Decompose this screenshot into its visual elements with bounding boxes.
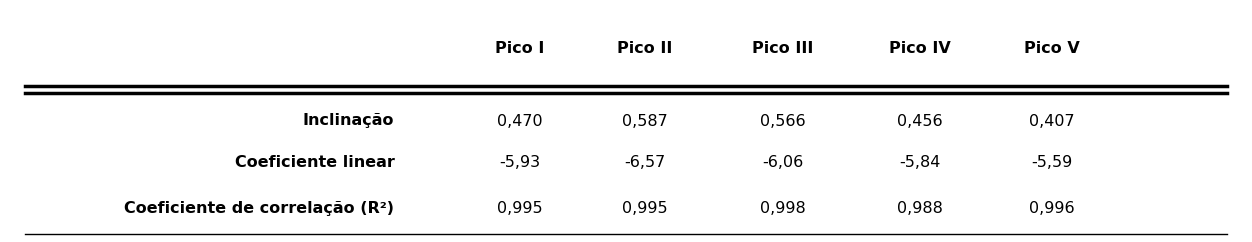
Text: 0,988: 0,988 xyxy=(898,201,943,216)
Text: 0,587: 0,587 xyxy=(622,113,667,129)
Text: 0,995: 0,995 xyxy=(497,201,542,216)
Text: 0,566: 0,566 xyxy=(760,113,805,129)
Text: Inclinação: Inclinação xyxy=(303,113,394,129)
Text: -6,57: -6,57 xyxy=(625,155,665,170)
Text: -5,59: -5,59 xyxy=(1032,155,1072,170)
Text: -6,06: -6,06 xyxy=(762,155,803,170)
Text: Pico IV: Pico IV xyxy=(889,41,952,56)
Text: 0,456: 0,456 xyxy=(898,113,943,129)
Text: -5,84: -5,84 xyxy=(899,155,942,170)
Text: Coeficiente de correlação (R²): Coeficiente de correlação (R²) xyxy=(124,201,394,216)
Text: 0,470: 0,470 xyxy=(497,113,542,129)
Text: 0,998: 0,998 xyxy=(760,201,805,216)
Text: 0,995: 0,995 xyxy=(622,201,667,216)
Text: Pico II: Pico II xyxy=(617,41,672,56)
Text: -5,93: -5,93 xyxy=(500,155,540,170)
Text: Pico III: Pico III xyxy=(751,41,814,56)
Text: Pico V: Pico V xyxy=(1024,41,1079,56)
Text: Coeficiente linear: Coeficiente linear xyxy=(234,155,394,170)
Text: Pico I: Pico I xyxy=(495,41,545,56)
Text: 0,407: 0,407 xyxy=(1029,113,1074,129)
Text: 0,996: 0,996 xyxy=(1029,201,1074,216)
